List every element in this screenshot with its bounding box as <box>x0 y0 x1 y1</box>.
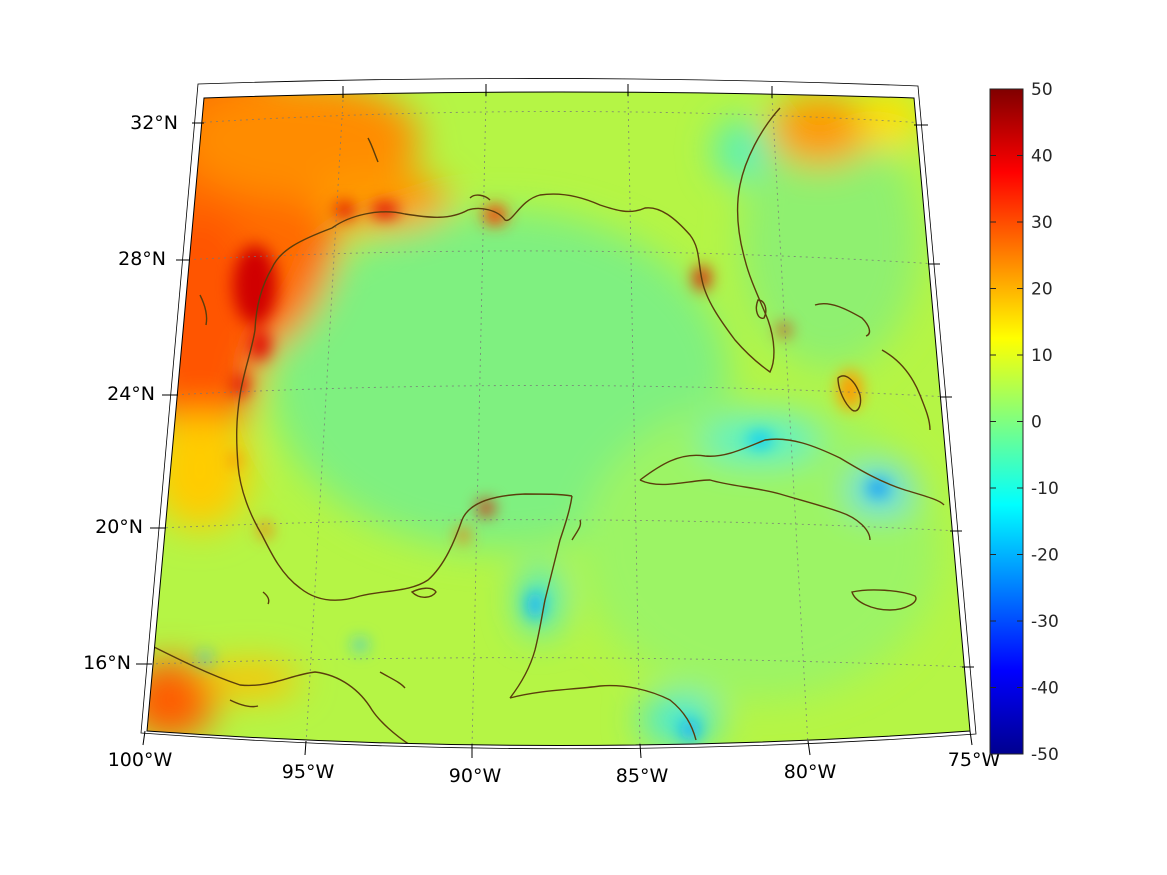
lat-label-20n: 20°N <box>95 516 143 538</box>
lat-label-24n: 24°N <box>107 383 155 405</box>
colorbar-tick-label: 10 <box>1031 346 1053 366</box>
graticule <box>149 94 969 746</box>
colorbar-tick-label: 0 <box>1031 413 1042 433</box>
longitude-labels: 100°W 95°W 90°W 85°W 80°W 75°W <box>108 749 1001 787</box>
map-frame-outer <box>140 78 977 750</box>
colorbar-tick-label: -40 <box>1031 679 1059 699</box>
lon-label-95w: 95°W <box>282 761 335 783</box>
colorbar-tick-label: -10 <box>1031 479 1059 499</box>
colorbar-tick-label: -30 <box>1031 612 1059 632</box>
latitude-labels: 32°N 28°N 24°N 20°N 16°N <box>83 112 178 674</box>
coastlines <box>149 107 945 746</box>
map-frame <box>146 91 971 746</box>
colorbar-tick-label: 20 <box>1031 280 1053 300</box>
lon-label-100w: 100°W <box>108 749 173 771</box>
lat-label-28n: 28°N <box>118 248 166 270</box>
lat-label-16n: 16°N <box>83 652 131 674</box>
colorbar-tick-label: -50 <box>1031 745 1059 765</box>
colorbar: 50 40 30 20 10 0 -10 -20 -30 -40 -50 <box>989 80 1059 765</box>
lon-label-80w: 80°W <box>784 761 837 783</box>
lon-label-75w: 75°W <box>948 749 1001 771</box>
map-field <box>147 92 970 746</box>
colorbar-tick-label: 50 <box>1031 80 1053 100</box>
colorbar-ticks: 50 40 30 20 10 0 -10 -20 -30 -40 -50 <box>990 80 1059 765</box>
colorbar-tick-label: -20 <box>1031 546 1059 566</box>
colorbar-tick-label: 40 <box>1031 147 1053 167</box>
colorbar-tick-label: 30 <box>1031 213 1053 233</box>
frame-ticks <box>136 84 974 759</box>
lon-label-90w: 90°W <box>449 765 502 787</box>
lon-label-85w: 85°W <box>616 765 669 787</box>
lat-label-32n: 32°N <box>130 112 178 134</box>
